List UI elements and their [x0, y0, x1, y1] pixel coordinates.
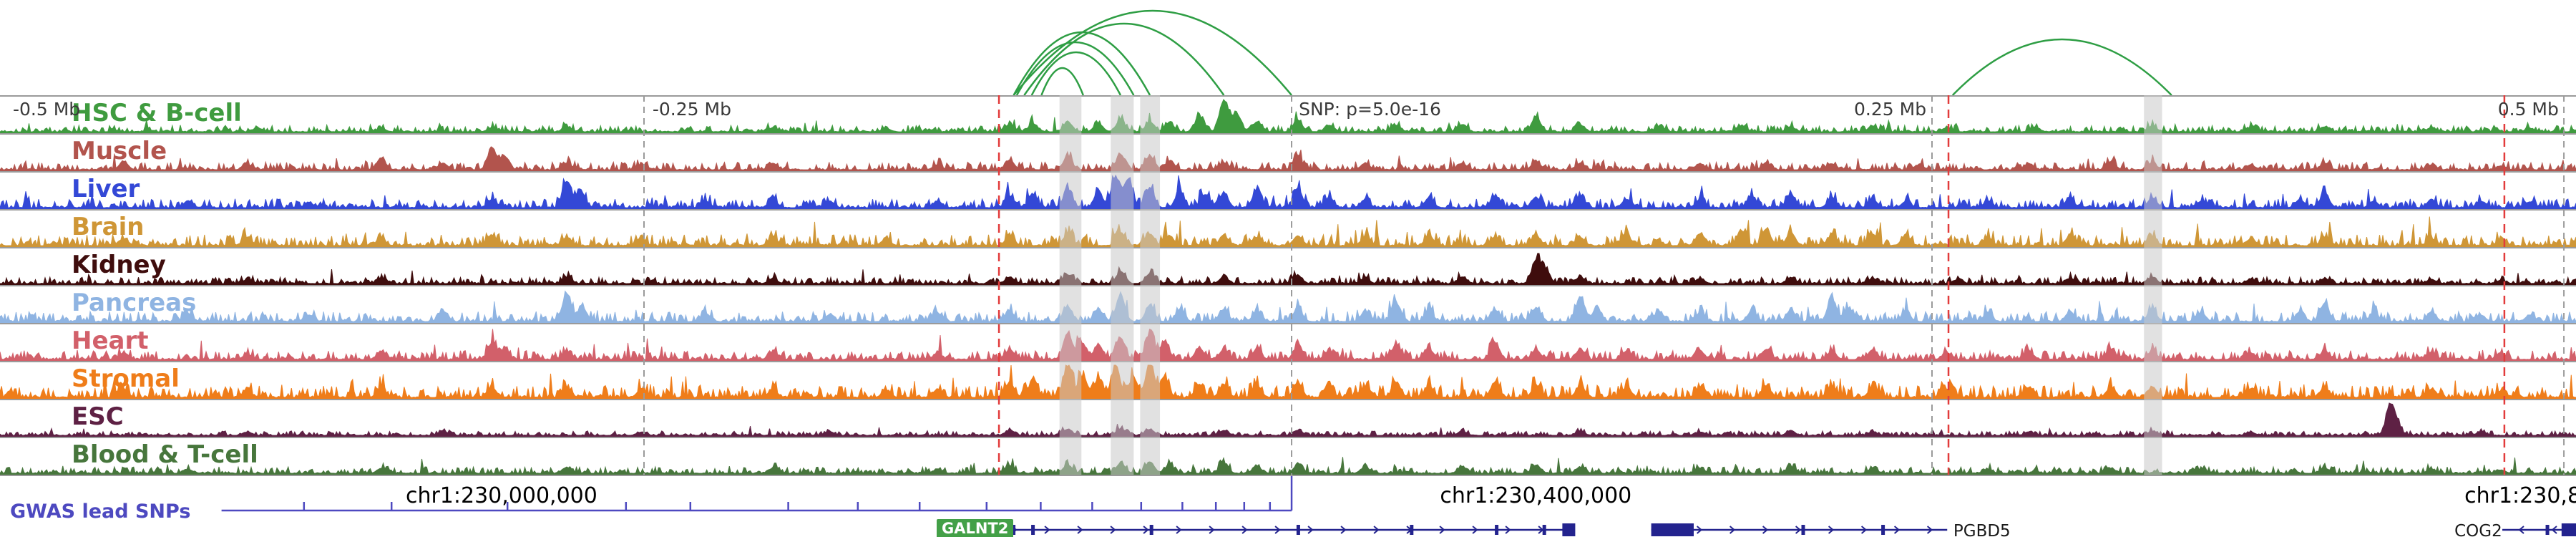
interaction-arcs-layer	[1013, 9, 2172, 95]
gene-model-cog2	[2502, 523, 2576, 536]
track-signal	[0, 457, 2576, 475]
gene-exon-large	[1562, 523, 1576, 536]
strand-arrow-icon	[1505, 526, 1511, 534]
strand-arrow-icon	[1176, 526, 1182, 534]
track-signal	[0, 216, 2576, 247]
gene-exon-large	[2561, 523, 2576, 536]
strand-arrow-icon	[1762, 526, 1769, 534]
track-signal	[0, 364, 2576, 399]
strand-arrow-icon	[1340, 526, 1347, 534]
coordinate-label: chr1:230,400,000	[1440, 483, 1632, 508]
footer-graphics	[221, 476, 2576, 536]
strand-arrow-icon	[1044, 526, 1050, 534]
track-row-pancreas[interactable]: Pancreas	[0, 286, 2576, 324]
gene-exon	[1149, 525, 1153, 535]
interaction-arc	[1015, 42, 1135, 95]
gene-model-pgbd5	[1651, 523, 1948, 536]
axis-label: 0.25 Mb	[1854, 99, 1927, 120]
interaction-arc	[1023, 22, 1225, 95]
track-signal	[0, 146, 2576, 171]
gene-exon	[1542, 525, 1546, 535]
strand-arrow-icon	[1373, 526, 1380, 534]
track-row-kidney[interactable]: Kidney	[0, 248, 2576, 286]
gene-exon	[1031, 525, 1035, 535]
strand-arrow-icon	[1143, 526, 1149, 534]
gene-exon	[1296, 525, 1300, 535]
strand-arrow-icon	[1307, 526, 1314, 534]
strand-arrow-icon	[1209, 526, 1215, 534]
track-signal	[0, 253, 2576, 285]
interaction-arc	[1013, 9, 1293, 95]
track-label-pancreas[interactable]: Pancreas	[72, 289, 197, 317]
strand-arrow-icon	[1077, 526, 1083, 534]
gene-exon	[2545, 525, 2550, 535]
coordinate-label: chr1:230,000,000	[405, 483, 597, 508]
gene-exon	[1801, 525, 1805, 535]
track-row-stromal[interactable]: Stromal	[0, 362, 2576, 400]
gene-label-galnt2: GALNT2	[936, 519, 1014, 537]
gene-label-pgbd5: PGBD5	[1953, 522, 2011, 537]
interaction-arc	[1030, 52, 1122, 95]
track-row-esc[interactable]: ESC	[0, 400, 2576, 438]
coordinate-label: chr1:230,8	[2464, 483, 2576, 508]
gene-exon	[1410, 525, 1414, 535]
gene-label-cog2: COG2	[2454, 522, 2502, 537]
strand-arrow-icon	[1472, 526, 1478, 534]
strand-arrow-icon	[1696, 526, 1703, 534]
axis-label: -0.5 Mb	[13, 99, 81, 120]
strand-arrow-icon	[1795, 526, 1802, 534]
strand-arrow-icon	[1439, 526, 1445, 534]
track-signal	[0, 402, 2576, 437]
track-signal	[0, 99, 2576, 133]
track-label-hsc-b-cell[interactable]: HSC & B-cell	[72, 99, 242, 127]
track-row-blood-t-cell[interactable]: Blood & T-cell	[0, 438, 2576, 476]
interaction-arc	[1040, 67, 1084, 95]
gene-exon-large	[1651, 523, 1694, 536]
footer-annotations: chr1:230,000,000 chr1:230,400,000 chr1:230…	[0, 475, 2576, 537]
signal-tracks-panel: HSC & B-cell Muscle Liver Brain Kidney Pancre…	[0, 95, 2576, 476]
track-label-liver[interactable]: Liver	[72, 175, 140, 203]
track-label-brain[interactable]: Brain	[72, 213, 145, 241]
axis-label: SNP: p=5.0e-16	[1299, 99, 1441, 120]
track-label-blood-t-cell[interactable]: Blood & T-cell	[72, 440, 258, 469]
axis-label: -0.25 Mb	[652, 99, 731, 120]
interaction-arc	[1013, 31, 1151, 95]
track-row-heart[interactable]: Heart	[0, 324, 2576, 362]
track-label-stromal[interactable]: Stromal	[72, 364, 180, 393]
track-row-brain[interactable]: Brain	[0, 211, 2576, 248]
strand-arrow-icon	[1110, 526, 1116, 534]
strand-arrow-icon	[1274, 526, 1281, 534]
strand-arrow-icon	[2551, 526, 2557, 534]
strand-arrow-icon	[1241, 526, 1248, 534]
track-label-heart[interactable]: Heart	[72, 326, 149, 355]
gwas-lead-snps-label: GWAS lead SNPs	[10, 500, 191, 523]
track-signal	[0, 174, 2576, 209]
track-label-muscle[interactable]: Muscle	[72, 137, 167, 165]
track-signal	[0, 329, 2576, 361]
strand-arrow-icon	[1926, 526, 1933, 534]
track-row-hsc-b-cell[interactable]: HSC & B-cell	[0, 97, 2576, 135]
track-signal	[0, 290, 2576, 323]
track-label-esc[interactable]: ESC	[72, 402, 124, 431]
gwas-lead-snps-track	[221, 476, 1293, 512]
strand-arrow-icon	[1860, 526, 1868, 534]
axis-label: 0.5 Mb	[2497, 99, 2559, 120]
strand-arrow-icon	[1893, 526, 1901, 534]
gene-exon	[1012, 525, 1016, 535]
track-row-liver[interactable]: Liver	[0, 173, 2576, 211]
strand-arrow-icon	[1828, 526, 1835, 534]
gene-model-galnt2	[999, 523, 1576, 536]
gene-exon	[1881, 525, 1885, 535]
track-row-muscle[interactable]: Muscle	[0, 135, 2576, 173]
strand-arrow-icon	[1729, 526, 1736, 534]
strand-arrow-icon	[2518, 526, 2524, 534]
track-label-kidney[interactable]: Kidney	[72, 251, 166, 279]
interaction-arc	[1951, 38, 2172, 95]
gene-exon	[1495, 525, 1499, 535]
